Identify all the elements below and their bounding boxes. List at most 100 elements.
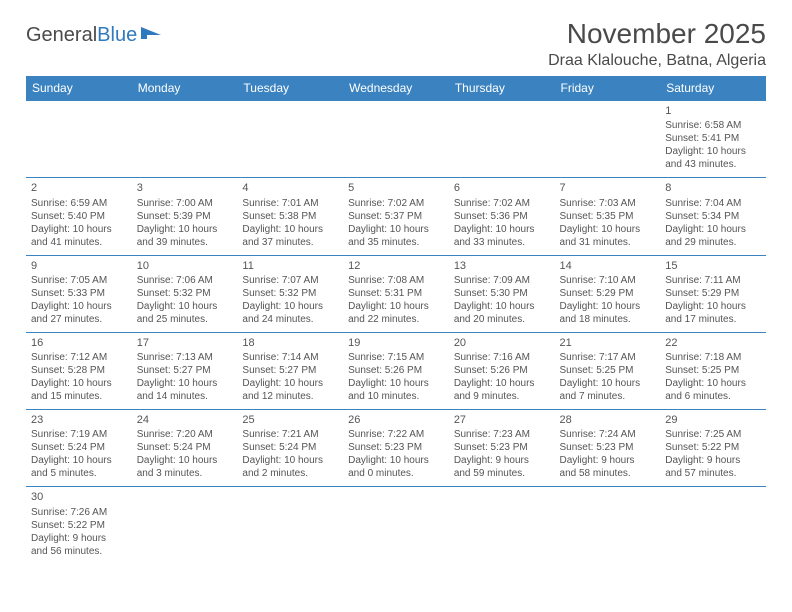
weekday-header: Saturday [660,76,766,101]
calendar-day-cell: 13Sunrise: 7:09 AMSunset: 5:30 PMDayligh… [449,255,555,332]
day-number: 1 [665,104,761,118]
daylight-text: Daylight: 10 hours [560,223,656,236]
sunset-text: Sunset: 5:33 PM [31,287,127,300]
sunset-text: Sunset: 5:27 PM [242,364,338,377]
daylight-text: and 57 minutes. [665,467,761,480]
sunset-text: Sunset: 5:36 PM [454,210,550,223]
daylight-text: Daylight: 10 hours [454,223,550,236]
daylight-text: and 12 minutes. [242,390,338,403]
calendar-day-cell [449,101,555,178]
sunset-text: Sunset: 5:32 PM [242,287,338,300]
day-number: 2 [31,181,127,195]
day-number: 26 [348,413,444,427]
title-block: November 2025 Draa Klalouche, Batna, Alg… [548,18,766,70]
day-number: 7 [560,181,656,195]
calendar-day-cell [237,101,343,178]
calendar-day-cell: 18Sunrise: 7:14 AMSunset: 5:27 PMDayligh… [237,332,343,409]
daylight-text: Daylight: 10 hours [242,300,338,313]
day-number: 29 [665,413,761,427]
day-number: 14 [560,259,656,273]
sunrise-text: Sunrise: 7:15 AM [348,351,444,364]
calendar-day-cell [237,487,343,564]
sunrise-text: Sunrise: 7:02 AM [454,197,550,210]
daylight-text: and 10 minutes. [348,390,444,403]
calendar-day-cell [26,101,132,178]
sunrise-text: Sunrise: 7:22 AM [348,428,444,441]
calendar-day-cell: 24Sunrise: 7:20 AMSunset: 5:24 PMDayligh… [132,410,238,487]
calendar-day-cell: 3Sunrise: 7:00 AMSunset: 5:39 PMDaylight… [132,178,238,255]
calendar-day-cell: 25Sunrise: 7:21 AMSunset: 5:24 PMDayligh… [237,410,343,487]
daylight-text: and 58 minutes. [560,467,656,480]
calendar-day-cell [555,487,661,564]
daylight-text: Daylight: 10 hours [137,223,233,236]
calendar-day-cell: 11Sunrise: 7:07 AMSunset: 5:32 PMDayligh… [237,255,343,332]
calendar-day-cell [555,101,661,178]
calendar-week-row: 23Sunrise: 7:19 AM Sunset: 5:24 PMDayligh… [26,410,766,487]
daylight-text: Daylight: 10 hours [31,300,127,313]
daylight-text: Daylight: 10 hours [31,223,127,236]
location: Draa Klalouche, Batna, Algeria [548,52,766,70]
calendar-day-cell: 4Sunrise: 7:01 AMSunset: 5:38 PMDaylight… [237,178,343,255]
weekday-header: Wednesday [343,76,449,101]
daylight-text: Daylight: 10 hours [242,454,338,467]
daylight-text: and 3 minutes. [137,467,233,480]
sunrise-text: Sunrise: 7:07 AM [242,274,338,287]
sunrise-text: Sunrise: 7:11 AM [665,274,761,287]
daylight-text: Daylight: 10 hours [242,223,338,236]
sunset-text: Sunset: 5:25 PM [560,364,656,377]
day-number: 21 [560,336,656,350]
sunrise-text: Sunrise: 7:13 AM [137,351,233,364]
calendar-day-cell: 29Sunrise: 7:25 AMSunset: 5:22 PMDayligh… [660,410,766,487]
sunrise-text: Sunrise: 7:25 AM [665,428,761,441]
daylight-text: and 15 minutes. [31,390,127,403]
sunrise-text: Sunrise: 7:00 AM [137,197,233,210]
calendar-day-cell: 14Sunrise: 7:10 AMSunset: 5:29 PMDayligh… [555,255,661,332]
daylight-text: and 7 minutes. [560,390,656,403]
sunset-text: Sunset: 5:26 PM [454,364,550,377]
day-number: 30 [31,490,127,504]
daylight-text: and 39 minutes. [137,236,233,249]
sunset-text: Sunset: 5:28 PM [31,364,127,377]
calendar-day-cell: 10Sunrise: 7:06 AMSunset: 5:32 PMDayligh… [132,255,238,332]
calendar-day-cell [449,487,555,564]
calendar-day-cell: 16Sunrise: 7:12 AMSunset: 5:28 PMDayligh… [26,332,132,409]
sunrise-text: Sunrise: 7:05 AM [31,274,127,287]
daylight-text: and 9 minutes. [454,390,550,403]
sunset-text: Sunset: 5:27 PM [137,364,233,377]
sunset-text: Sunset: 5:22 PM [665,441,761,454]
weekday-header: Sunday [26,76,132,101]
calendar-day-cell: 20Sunrise: 7:16 AMSunset: 5:26 PMDayligh… [449,332,555,409]
day-number: 22 [665,336,761,350]
daylight-text: and 37 minutes. [242,236,338,249]
calendar-day-cell: 15Sunrise: 7:11 AMSunset: 5:29 PMDayligh… [660,255,766,332]
calendar-week-row: 2Sunrise: 6:59 AMSunset: 5:40 PMDaylight… [26,178,766,255]
sunrise-text: Sunrise: 7:24 AM [560,428,656,441]
sunset-text: Sunset: 5:23 PM [454,441,550,454]
sunset-text: Sunset: 5:31 PM [348,287,444,300]
daylight-text: and 43 minutes. [665,158,761,171]
sunrise-text: Sunrise: 7:14 AM [242,351,338,364]
daylight-text: and 24 minutes. [242,313,338,326]
daylight-text: and 35 minutes. [348,236,444,249]
daylight-text: and 5 minutes. [31,467,127,480]
calendar-day-cell: 30Sunrise: 7:26 AMSunset: 5:22 PMDayligh… [26,487,132,564]
sunset-text: Sunset: 5:24 PM [242,441,338,454]
calendar-day-cell [132,487,238,564]
brand-name-b: Blue [97,24,137,47]
day-number: 24 [137,413,233,427]
daylight-text: and 17 minutes. [665,313,761,326]
month-title: November 2025 [548,18,766,50]
calendar-week-row: 30Sunrise: 7:26 AMSunset: 5:22 PMDayligh… [26,487,766,564]
calendar-day-cell: 7Sunrise: 7:03 AMSunset: 5:35 PMDaylight… [555,178,661,255]
daylight-text: and 56 minutes. [31,545,127,558]
day-number: 23 [31,413,127,427]
day-number: 28 [560,413,656,427]
sunrise-text: Sunrise: 7:06 AM [137,274,233,287]
sunrise-text: Sunrise: 7:19 AM [31,428,127,441]
sunset-text: Sunset: 5:39 PM [137,210,233,223]
sunset-text: Sunset: 5:29 PM [665,287,761,300]
sunset-text: Sunset: 5:41 PM [665,132,761,145]
day-number: 16 [31,336,127,350]
day-number: 5 [348,181,444,195]
sunset-text: Sunset: 5:38 PM [242,210,338,223]
